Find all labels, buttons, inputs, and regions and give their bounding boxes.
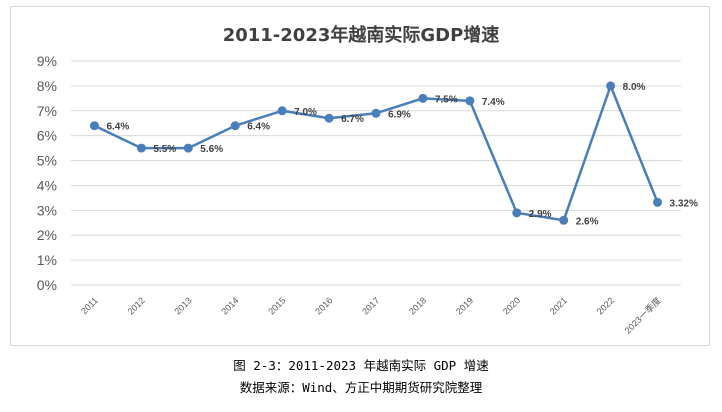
x-tick-label: 2011 [79, 295, 100, 316]
line-chart: 2011-2023年越南实际GDP增速 0% 1% 2% 3% 4% 5% 6% 7% 8% 9%… [37, 24, 698, 336]
chart-container: 2011-2023年越南实际GDP增速 0% 1% 2% 3% 4% 5% 6% 7% 8% 9%… [10, 6, 710, 346]
data-point [277, 106, 287, 116]
x-tick-label: 2020 [501, 295, 522, 316]
data-label: 2.9% [529, 209, 552, 220]
data-label: 3.32% [670, 198, 698, 209]
y-tick-label: 3% [37, 202, 57, 218]
data-point [606, 81, 616, 91]
data-point [418, 93, 428, 103]
y-tick-label: 6% [37, 128, 57, 144]
data-point [324, 113, 334, 123]
data-label: 6.7% [341, 114, 364, 125]
y-tick-label: 0% [37, 277, 57, 293]
y-axis-ticks: 0% 1% 2% 3% 4% 5% 6% 7% 8% 9% [37, 53, 57, 293]
y-tick-label: 8% [37, 78, 57, 94]
y-tick-label: 7% [37, 103, 57, 119]
series-line [93, 84, 659, 222]
data-label: 2.6% [576, 216, 599, 227]
data-label: 6.4% [247, 122, 270, 133]
data-point [230, 121, 240, 131]
source-caption: 数据来源：Wind、方正中期期货研究院整理 [239, 380, 483, 395]
data-point [559, 215, 569, 225]
y-tick-label: 2% [37, 227, 57, 243]
figure-captions: 图 2-3：2011-2023 年越南实际 GDP 增速 数据来源：Wind、方… [0, 355, 722, 399]
chart-title: 2011-2023年越南实际GDP增速 [223, 24, 500, 46]
x-tick-label: 2016 [313, 295, 334, 316]
x-tick-label: 2023一季度 [622, 295, 663, 336]
data-labels: 6.4% 5.5% 5.6% 6.4% 7.0% 6.7% 6.9% 7.5% 7.4% 2.9%… [106, 82, 698, 227]
data-label: 8.0% [623, 82, 646, 93]
y-tick-label: 9% [37, 53, 57, 69]
x-tick-label: 2013 [172, 295, 193, 316]
data-point [371, 108, 381, 118]
x-axis-ticks: 2011 2012 2013 2014 2015 2016 2017 2018 2019 2020… [79, 295, 663, 336]
x-tick-label: 2015 [266, 295, 287, 316]
x-tick-label: 2012 [126, 295, 147, 316]
data-label: 5.5% [153, 144, 176, 155]
y-tick-label: 5% [37, 153, 57, 169]
data-points [89, 81, 663, 225]
data-point [512, 208, 522, 218]
y-tick-label: 1% [37, 252, 57, 268]
data-label: 7.5% [435, 94, 458, 105]
data-point [653, 197, 663, 207]
data-label: 6.9% [388, 109, 411, 120]
data-label: 5.6% [200, 144, 223, 155]
data-point [183, 143, 193, 153]
figure-caption: 图 2-3：2011-2023 年越南实际 GDP 增速 [233, 358, 489, 373]
data-label: 6.4% [106, 122, 129, 133]
data-label: 7.4% [482, 97, 505, 108]
y-tick-label: 4% [37, 177, 57, 193]
data-label: 7.0% [294, 107, 317, 118]
x-tick-label: 2022 [595, 295, 616, 316]
data-point [465, 96, 475, 106]
data-point [89, 121, 99, 131]
x-tick-label: 2017 [360, 295, 381, 316]
gridlines [71, 60, 681, 286]
x-tick-label: 2014 [219, 295, 240, 316]
x-tick-label: 2019 [454, 295, 475, 316]
data-point [136, 143, 146, 153]
x-tick-label: 2018 [407, 295, 428, 316]
x-tick-label: 2021 [548, 295, 569, 316]
